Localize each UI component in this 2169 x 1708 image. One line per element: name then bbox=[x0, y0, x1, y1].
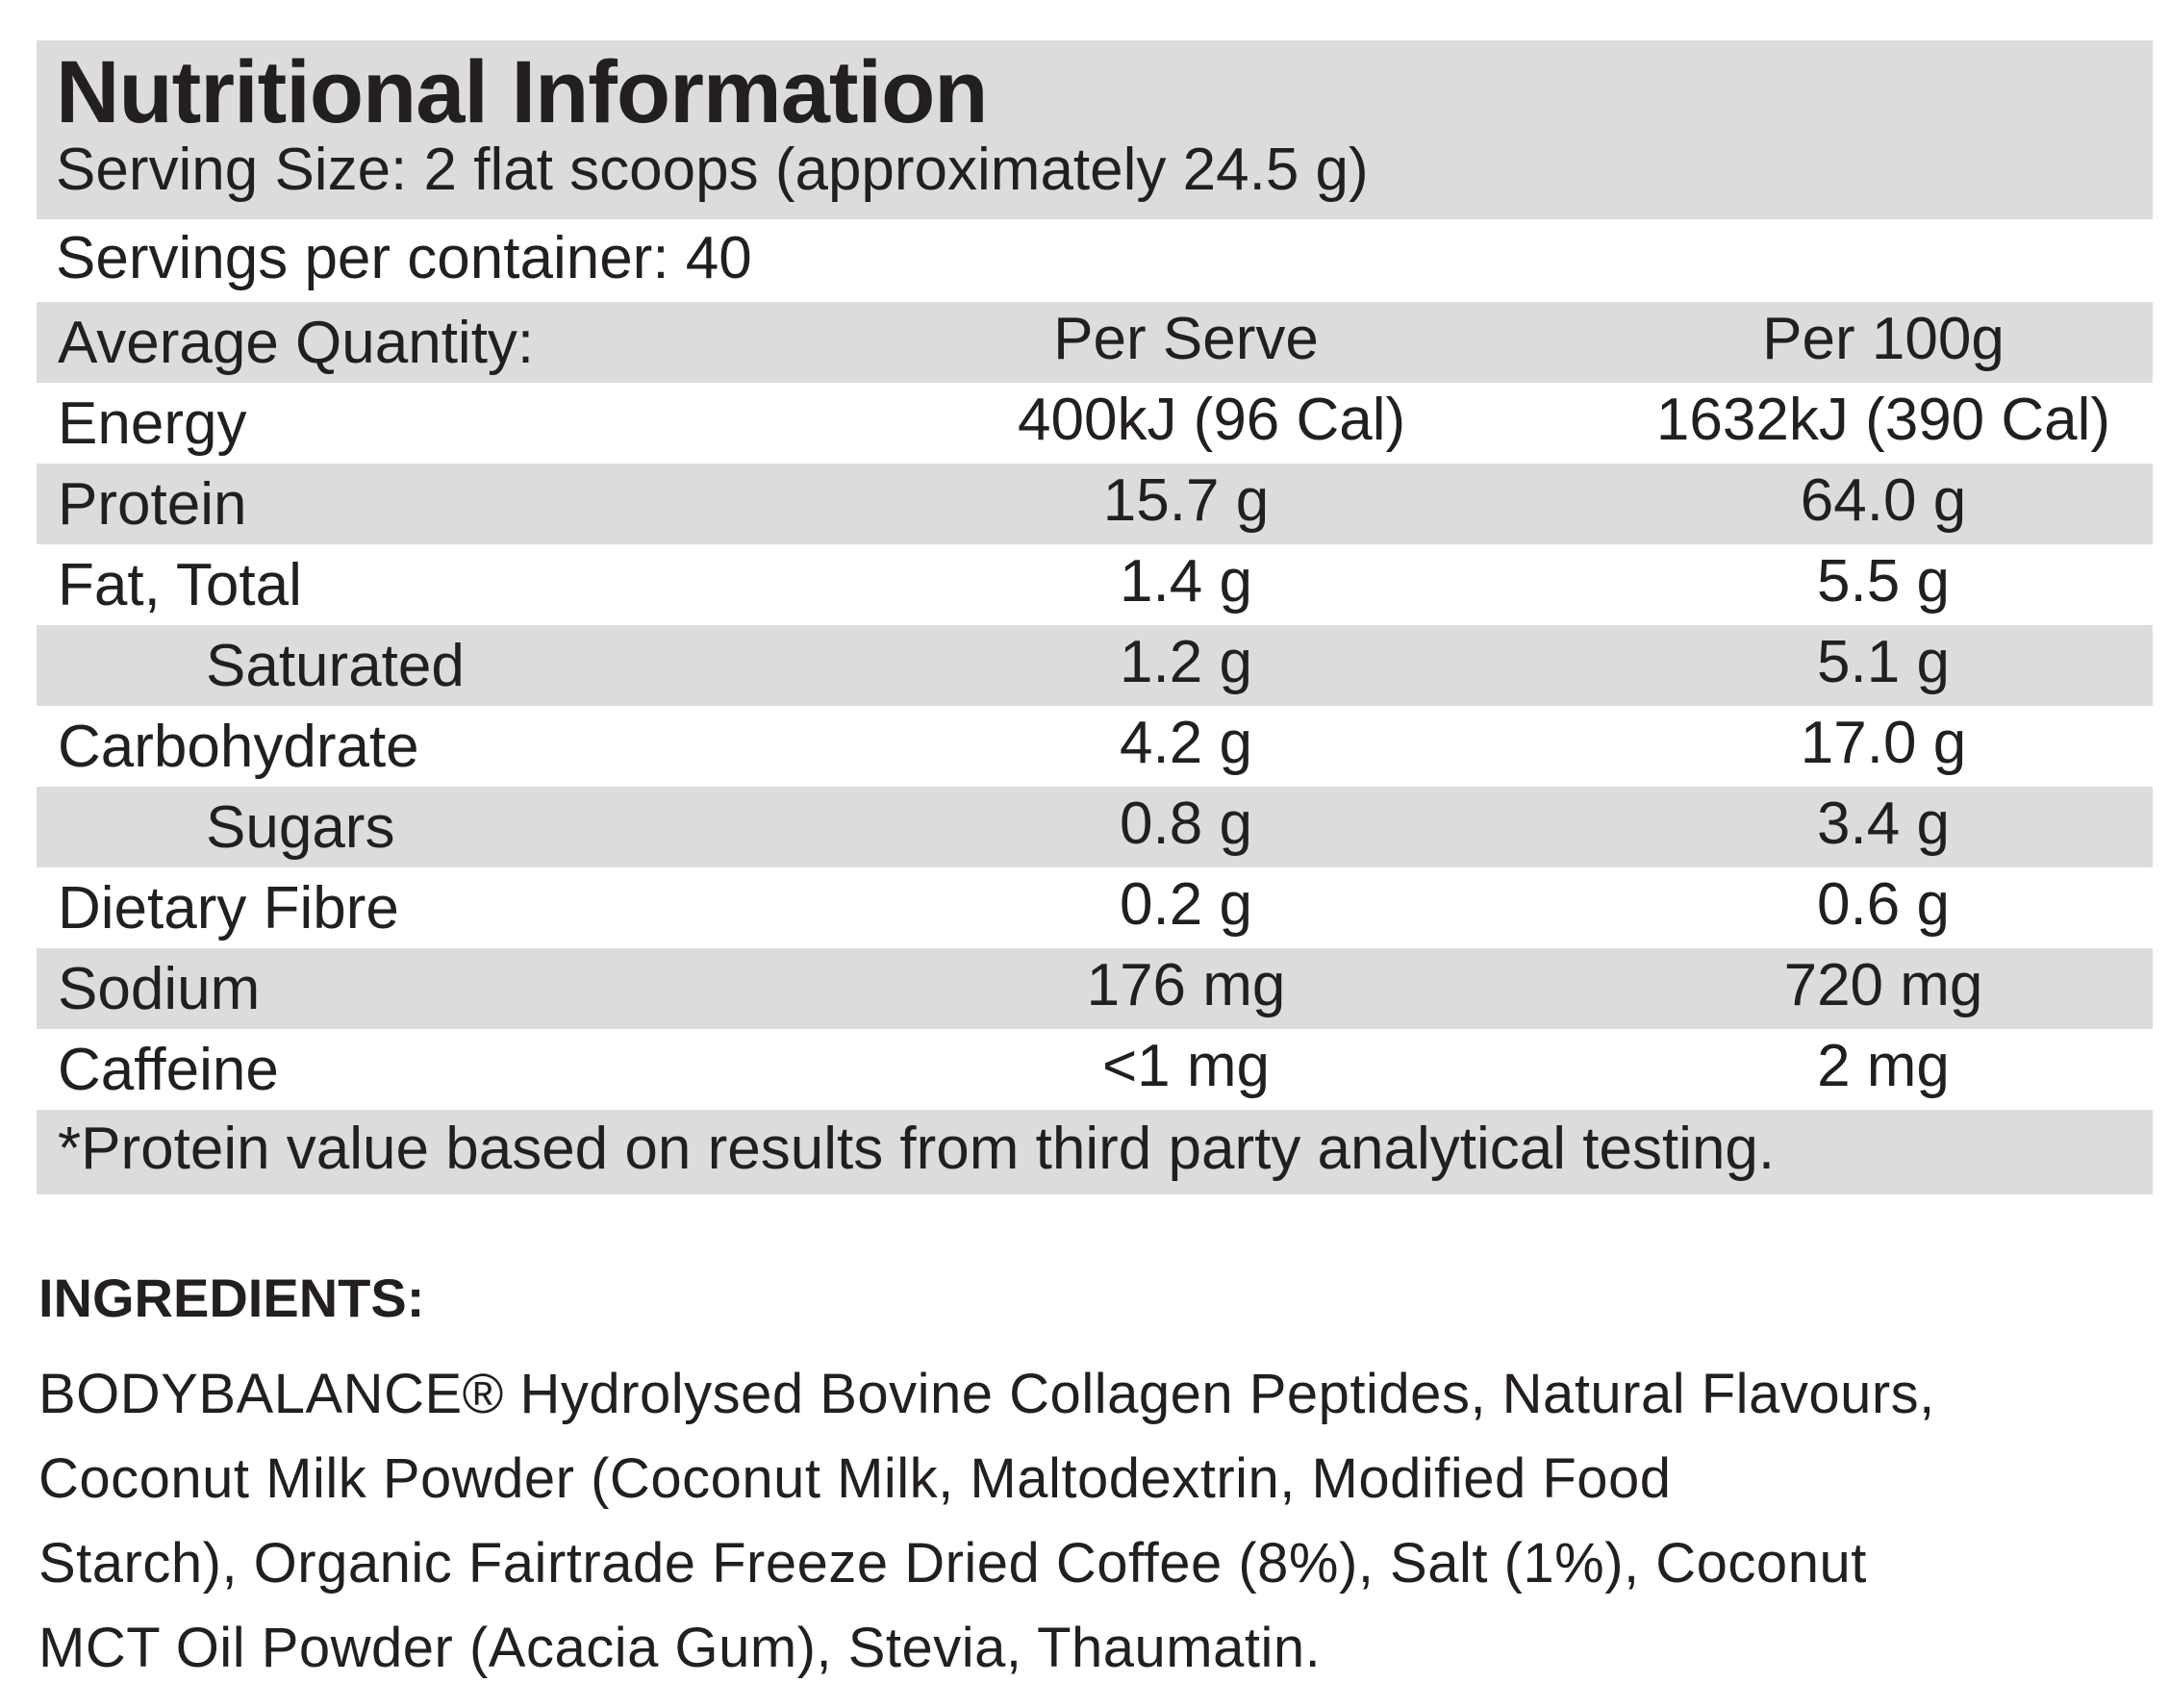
protein-footnote-text: *Protein value based on results from thi… bbox=[58, 1116, 1776, 1182]
row-per-100g: 5.1 g bbox=[1817, 629, 1950, 695]
row-per-serve: <1 mg bbox=[1101, 1033, 1271, 1099]
ingredients-line: BODYBALANCE® Hydrolysed Bovine Collagen … bbox=[38, 1363, 1935, 1425]
row-per-serve: 176 mg bbox=[1086, 952, 1286, 1018]
table-row: Sodium 176 mg 720 mg bbox=[37, 948, 2153, 1029]
row-name: Sodium bbox=[58, 956, 261, 1022]
ingredients-line: MCT Oil Powder (Acacia Gum), Stevia, Tha… bbox=[38, 1617, 1322, 1679]
row-name: Protein bbox=[58, 471, 247, 538]
row-per-serve: 0.2 g bbox=[1120, 871, 1252, 938]
column-header-row: Average Quantity: Per Serve Per 100g bbox=[37, 302, 2153, 383]
table-row: Sugars 0.8 g 3.4 g bbox=[37, 787, 2153, 867]
column-header-per-serve: Per Serve bbox=[1053, 306, 1319, 372]
row-per-serve: 0.8 g bbox=[1120, 791, 1252, 857]
row-per-100g: 2 mg bbox=[1817, 1033, 1950, 1099]
table-row: Caffeine <1 mg 2 mg bbox=[37, 1029, 2153, 1110]
nutrition-panel: Nutritional Information Serving Size: 2 … bbox=[37, 40, 2153, 1194]
serving-size: Serving Size: 2 flat scoops (approximate… bbox=[56, 137, 1369, 203]
column-header-per-100g: Per 100g bbox=[1762, 306, 2005, 372]
protein-footnote: *Protein value based on results from thi… bbox=[37, 1110, 2153, 1194]
row-per-serve: 400kJ (96 Cal) bbox=[1018, 387, 1406, 453]
row-per-serve: 15.7 g bbox=[1102, 467, 1270, 534]
nutrition-header: Nutritional Information Serving Size: 2 … bbox=[37, 40, 2153, 219]
table-row: Fat, Total 1.4 g 5.5 g bbox=[37, 544, 2153, 625]
row-per-100g: 1632kJ (390 Cal) bbox=[1655, 387, 2111, 453]
row-name: Saturated bbox=[206, 633, 465, 699]
row-per-100g: 0.6 g bbox=[1817, 871, 1950, 938]
servings-per-container: Servings per container: 40 bbox=[37, 219, 2153, 302]
table-row: Carbohydrate 4.2 g 17.0 g bbox=[37, 706, 2153, 787]
nutrition-title: Nutritional Information bbox=[56, 43, 988, 141]
row-name: Caffeine bbox=[58, 1037, 279, 1103]
ingredients-line: Coconut Milk Powder (Coconut Milk, Malto… bbox=[38, 1447, 1672, 1510]
row-per-100g: 3.4 g bbox=[1817, 791, 1950, 857]
table-row: Dietary Fibre 0.2 g 0.6 g bbox=[37, 867, 2153, 948]
ingredients-title: INGREDIENTS: bbox=[38, 1268, 425, 1328]
table-row: Energy 400kJ (96 Cal) 1632kJ (390 Cal) bbox=[37, 383, 2153, 464]
row-per-100g: 5.5 g bbox=[1817, 548, 1950, 615]
row-per-serve: 4.2 g bbox=[1120, 710, 1252, 776]
row-per-100g: 17.0 g bbox=[1800, 710, 1967, 776]
row-per-serve: 1.4 g bbox=[1120, 548, 1252, 615]
row-per-100g: 64.0 g bbox=[1800, 467, 1967, 534]
row-name: Carbohydrate bbox=[58, 714, 419, 780]
column-header-name: Average Quantity: bbox=[58, 310, 535, 376]
table-row: Saturated 1.2 g 5.1 g bbox=[37, 625, 2153, 706]
row-per-100g: 720 mg bbox=[1783, 952, 1983, 1018]
table-row: Protein 15.7 g 64.0 g bbox=[37, 464, 2153, 544]
servings-per-container-text: Servings per container: 40 bbox=[56, 225, 752, 291]
ingredients-line: Starch), Organic Fairtrade Freeze Dried … bbox=[38, 1532, 1867, 1595]
row-name: Dietary Fibre bbox=[58, 875, 399, 942]
row-name: Sugars bbox=[206, 794, 395, 861]
row-per-serve: 1.2 g bbox=[1120, 629, 1252, 695]
row-name: Energy bbox=[58, 390, 247, 457]
ingredients-section: INGREDIENTS: BODYBALANCE® Hydrolysed Bov… bbox=[38, 1271, 2155, 1691]
row-name: Fat, Total bbox=[58, 552, 302, 618]
